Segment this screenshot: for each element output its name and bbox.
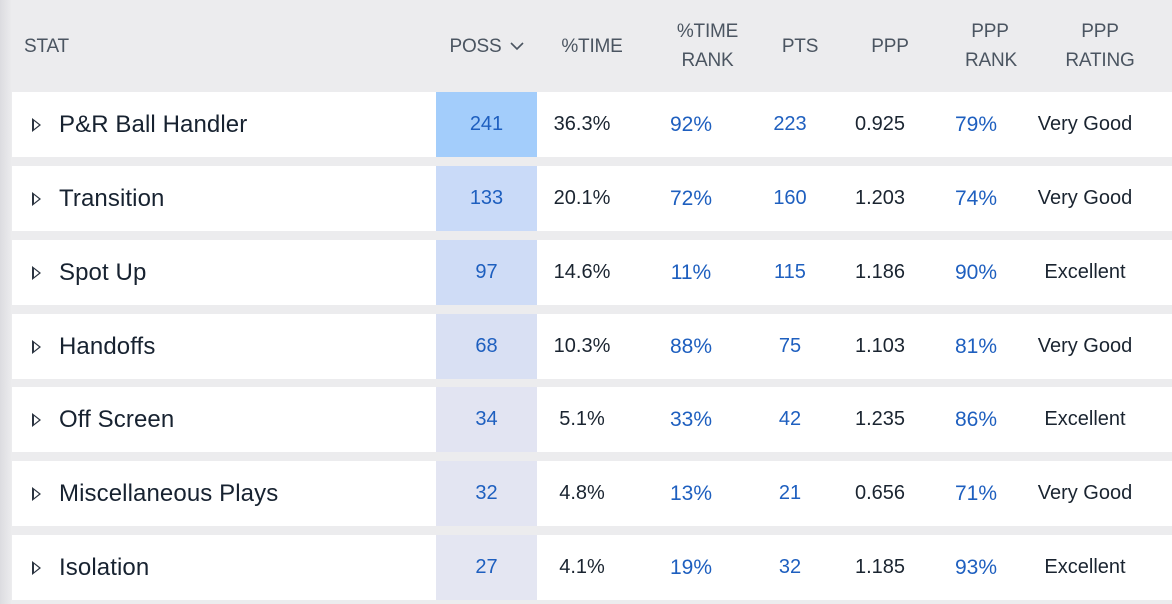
ppp-rank-cell[interactable]: 74%	[954, 186, 998, 210]
pct-time-cell: 36.3%	[553, 113, 611, 135]
ppp-cell: 1.186	[854, 261, 906, 283]
column-header-label: STAT	[24, 35, 69, 57]
chevron-down-icon[interactable]	[509, 41, 524, 51]
ppp-rating-cell: Excellent	[1044, 261, 1126, 283]
ppp-rating-cell: Very Good	[1037, 482, 1133, 504]
column-header-poss[interactable]: POSS	[436, 0, 537, 92]
column-header-label: PPP	[871, 35, 909, 57]
ppp-rating-cell: Very Good	[1037, 187, 1133, 209]
pct-time-rank-cell[interactable]: 11%	[670, 260, 712, 284]
expand-triangle-icon[interactable]	[32, 191, 41, 206]
pct-time-cell: 4.8%	[559, 482, 605, 504]
stat-label: P&R Ball Handler	[59, 110, 248, 138]
expand-triangle-icon[interactable]	[32, 560, 41, 575]
pct-time-rank-cell[interactable]: 92%	[669, 112, 713, 136]
column-header-label: PPP RANK	[965, 21, 1017, 71]
stat-label: Isolation	[59, 553, 150, 581]
left-edge-shadow	[0, 0, 12, 604]
stat-cell[interactable]: Handoffs	[32, 314, 155, 379]
pts-cell[interactable]: 42	[778, 408, 802, 430]
pct-time-cell: 10.3%	[553, 335, 611, 357]
stat-cell[interactable]: Isolation	[32, 535, 149, 600]
stat-label: Transition	[59, 184, 165, 212]
pct-time-rank-cell[interactable]: 19%	[669, 555, 713, 579]
ppp-rating-cell: Very Good	[1037, 335, 1133, 357]
stat-cell[interactable]: Transition	[32, 166, 164, 231]
column-header-pct-time[interactable]: %TIME	[542, 0, 642, 92]
column-header-label: PTS	[781, 35, 819, 57]
pts-cell[interactable]: 160	[773, 187, 807, 209]
column-header-ppp-rank[interactable]: PPP RANK	[950, 0, 1030, 92]
expand-triangle-icon[interactable]	[32, 117, 41, 132]
table-header: STAT POSS %TIME %TIME RANK PTS PPP PPP R…	[0, 0, 1172, 92]
ppp-rank-cell[interactable]: 71%	[954, 481, 998, 505]
ppp-rank-cell[interactable]: 93%	[954, 555, 998, 579]
table-row[interactable]: P&R Ball Handler 241 36.3% 92% 223 0.925 79% Ve…	[10, 92, 1172, 157]
stat-label: Miscellaneous Plays	[59, 479, 279, 507]
expand-triangle-icon[interactable]	[32, 412, 41, 427]
ppp-cell: 1.235	[854, 408, 906, 430]
ppp-cell: 1.103	[854, 335, 906, 357]
stat-cell[interactable]: Miscellaneous Plays	[32, 461, 278, 526]
expand-triangle-icon[interactable]	[32, 265, 41, 280]
poss-cell[interactable]: 133	[436, 166, 537, 231]
pct-time-cell: 14.6%	[553, 261, 611, 283]
ppp-rank-cell[interactable]: 79%	[954, 112, 998, 136]
ppp-rating-cell: Excellent	[1044, 408, 1126, 430]
table-row[interactable]: Transition 133 20.1% 72% 160 1.203 74% Very Goo…	[10, 166, 1172, 231]
column-header-label: PPP RATING	[1065, 21, 1135, 71]
stat-cell[interactable]: Spot Up	[32, 240, 146, 305]
pct-time-rank-cell[interactable]: 13%	[669, 481, 713, 505]
poss-cell[interactable]: 34	[436, 387, 537, 452]
table-row[interactable]: Off Screen 34 5.1% 33% 42 1.235 86% Excellent	[10, 387, 1172, 452]
pts-cell[interactable]: 75	[778, 335, 802, 357]
column-header-stat[interactable]: STAT	[24, 0, 69, 92]
poss-cell[interactable]: 97	[436, 240, 537, 305]
poss-cell[interactable]: 27	[436, 535, 537, 600]
column-header-ppp[interactable]: PPP	[850, 0, 930, 92]
ppp-rank-cell[interactable]: 90%	[954, 260, 998, 284]
pts-cell[interactable]: 115	[774, 261, 806, 283]
pts-cell[interactable]: 21	[778, 482, 802, 504]
stat-cell[interactable]: P&R Ball Handler	[32, 92, 247, 157]
column-header-label: POSS	[449, 35, 502, 57]
ppp-rank-cell[interactable]: 81%	[954, 334, 998, 358]
ppp-cell: 1.185	[854, 556, 906, 578]
pct-time-cell: 20.1%	[553, 187, 611, 209]
ppp-rating-cell: Excellent	[1044, 556, 1126, 578]
table-row[interactable]: Spot Up 97 14.6% 11% 115 1.186 90% Excellent	[10, 240, 1172, 305]
stat-label: Off Screen	[59, 405, 175, 433]
pct-time-cell: 4.1%	[559, 556, 605, 578]
stat-cell[interactable]: Off Screen	[32, 387, 174, 452]
pct-time-cell: 5.1%	[559, 408, 605, 430]
stat-label: Spot Up	[59, 258, 147, 286]
stat-label: Handoffs	[59, 332, 156, 360]
ppp-cell: 0.656	[854, 482, 906, 504]
pct-time-rank-cell[interactable]: 33%	[669, 407, 713, 431]
column-header-ppp-rating[interactable]: PPP RATING	[1050, 0, 1150, 92]
column-header-label: %TIME	[561, 35, 623, 57]
pct-time-rank-cell[interactable]: 72%	[669, 186, 713, 210]
column-header-label: %TIME RANK	[676, 21, 739, 71]
ppp-rating-cell: Very Good	[1037, 113, 1133, 135]
pts-cell[interactable]: 32	[778, 556, 802, 578]
table-row[interactable]: Miscellaneous Plays 32 4.8% 13% 21 0.656 71% Ve…	[10, 461, 1172, 526]
table-row[interactable]: Handoffs 68 10.3% 88% 75 1.103 81% Very Good	[10, 314, 1172, 379]
pts-cell[interactable]: 223	[773, 113, 807, 135]
column-header-pts[interactable]: PTS	[760, 0, 840, 92]
poss-cell[interactable]: 32	[436, 461, 537, 526]
pct-time-rank-cell[interactable]: 88%	[669, 334, 713, 358]
expand-triangle-icon[interactable]	[32, 486, 41, 501]
poss-cell[interactable]: 68	[436, 314, 537, 379]
ppp-cell: 0.925	[854, 113, 906, 135]
expand-triangle-icon[interactable]	[32, 339, 41, 354]
ppp-cell: 1.203	[854, 187, 906, 209]
column-header-pct-time-rank[interactable]: %TIME RANK	[660, 0, 755, 92]
table-row[interactable]: Isolation 27 4.1% 19% 32 1.185 93% Excellent	[10, 535, 1172, 600]
ppp-rank-cell[interactable]: 86%	[954, 407, 998, 431]
poss-cell[interactable]: 241	[436, 92, 537, 157]
